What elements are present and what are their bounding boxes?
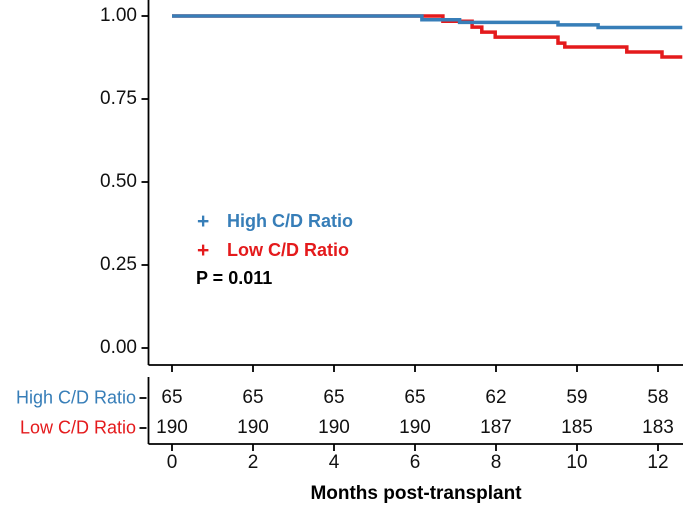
y-tick-label: 0.50 xyxy=(100,171,137,192)
risk-count: 62 xyxy=(485,387,507,408)
risk-count: 65 xyxy=(242,387,264,408)
risk-count: 65 xyxy=(323,387,345,408)
plus-marker-low-icon: + xyxy=(197,238,210,262)
x-tick-label: 0 xyxy=(166,452,178,473)
p-value-label: P = 0.011 xyxy=(196,268,273,288)
y-tick-label: 0.75 xyxy=(100,88,137,109)
x-tick-label: 12 xyxy=(647,452,669,473)
risk-count: 187 xyxy=(480,417,512,438)
x-axis-title: Months post-transplant xyxy=(310,483,522,504)
legend-item-high: + High C/D Ratio xyxy=(197,210,353,232)
survival-curve-high-c-d-ratio xyxy=(172,14,683,30)
x-tick-label: 4 xyxy=(328,452,340,473)
risk-count: 190 xyxy=(237,417,269,438)
risk-row-label-high: High C/D Ratio xyxy=(15,387,136,408)
survival-curve-low-c-d-ratio xyxy=(172,14,683,59)
legend-label-low: Low C/D Ratio xyxy=(227,239,349,260)
x-tick-label: 8 xyxy=(490,452,502,473)
risk-count: 190 xyxy=(399,417,431,438)
risk-row-label-low: Low C/D Ratio xyxy=(19,417,136,438)
risk-count: 65 xyxy=(161,387,183,408)
risk-count: 190 xyxy=(156,417,188,438)
legend-item-low: + Low C/D Ratio xyxy=(197,239,349,261)
x-tick-label: 6 xyxy=(409,452,421,473)
risk-count: 65 xyxy=(404,387,426,408)
y-tick-label: 0.25 xyxy=(100,254,137,275)
x-tick-label: 2 xyxy=(247,452,259,473)
risk-count: 190 xyxy=(318,417,350,438)
risk-count: 185 xyxy=(561,417,593,438)
plus-marker-high-icon: + xyxy=(197,209,210,233)
y-tick-label: 1.00 xyxy=(100,5,137,26)
x-tick-label: 10 xyxy=(566,452,588,473)
risk-count: 183 xyxy=(642,417,674,438)
y-tick-label: 0.00 xyxy=(100,337,137,358)
risk-count: 59 xyxy=(566,387,588,408)
risk-count: 58 xyxy=(647,387,669,408)
legend-label-high: High C/D Ratio xyxy=(227,210,353,231)
